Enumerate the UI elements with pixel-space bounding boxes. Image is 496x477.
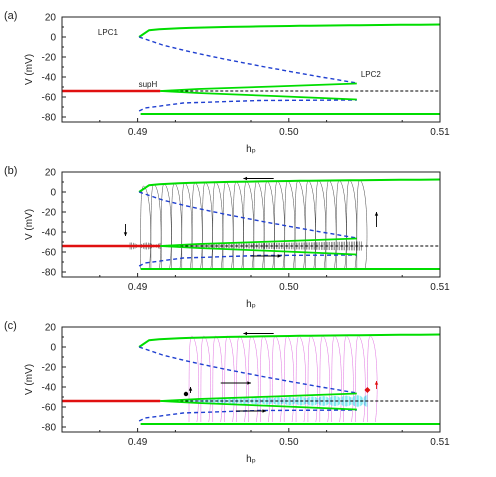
x-tick-label: 0.50 (279, 437, 299, 448)
x-axis-label: hₚ (246, 454, 256, 465)
marker-black-dot (183, 391, 189, 397)
x-tick-label: 0.49 (128, 282, 148, 293)
unstable-periodic-upper (138, 191, 357, 239)
panel-3: 0.49 0.50 0.51 20 0 -20 -40 -60 -80 (c) hₚ V (mV) (4, 320, 450, 465)
x-axis-label: hₚ (246, 299, 256, 310)
x-tick-label: 0.49 (128, 127, 148, 138)
unstable-periodic-lower (138, 409, 357, 422)
arrow-head (243, 331, 248, 336)
arrow-head (374, 212, 379, 216)
y-tick-label: 0 (50, 33, 56, 44)
stable-periodic-small-lower (160, 400, 357, 411)
x-tick-label: 0.51 (430, 282, 450, 293)
stable-periodic-small-upper (160, 392, 357, 402)
annotation-lpc2: LPC2 (361, 70, 382, 79)
y-axis-label: V (mV) (24, 54, 35, 85)
annotation-suph: supH (139, 80, 158, 89)
y-tick-label: -20 (42, 208, 57, 219)
stable-periodic-max (138, 178, 441, 193)
unstable-periodic-upper (138, 346, 357, 394)
unstable-periodic-lower (138, 254, 357, 267)
panel-2: 0.49 0.50 0.51 20 0 -20 -40 -60 -80 (b) hₚ V (mV) (4, 165, 450, 310)
x-tick-label: 0.50 (279, 127, 299, 138)
y-tick-label: 0 (50, 188, 56, 199)
y-tick-label: -60 (42, 248, 57, 259)
y-tick-label: -20 (42, 53, 57, 64)
x-tick-label: 0.49 (128, 437, 148, 448)
stable-periodic-small-upper (160, 237, 357, 247)
unstable-periodic-upper (138, 36, 357, 84)
plot-frame (61, 16, 441, 123)
arrow-head (374, 381, 379, 385)
arrow-head (247, 381, 251, 385)
y-tick-label: -60 (42, 403, 57, 414)
y-tick-label: 0 (50, 343, 56, 354)
y-tick-label: 20 (45, 168, 57, 179)
y-tick-label: -80 (42, 423, 57, 434)
annotation-lpc1: LPC1 (98, 28, 119, 37)
y-tick-label: -60 (42, 93, 57, 104)
y-tick-label: -80 (42, 268, 57, 279)
y-tick-label: -20 (42, 363, 57, 374)
x-tick-label: 0.50 (279, 282, 299, 293)
y-tick-label: -40 (42, 228, 57, 239)
stable-periodic-small-lower (160, 245, 357, 256)
arrow-head (262, 409, 267, 413)
y-tick-label: -80 (42, 113, 57, 124)
arrow-head (188, 387, 193, 391)
unstable-periodic-lower (138, 99, 357, 112)
plot-frame (61, 326, 441, 433)
panel-label: (c) (4, 320, 17, 332)
stable-periodic-max (138, 333, 441, 348)
x-tick-label: 0.51 (430, 437, 450, 448)
y-tick-label: 20 (45, 13, 57, 24)
x-tick-label: 0.51 (430, 127, 450, 138)
marker-red-diamond (364, 387, 371, 393)
plot-frame (61, 171, 441, 278)
stable-periodic-small-upper (160, 82, 357, 92)
panel-label: (b) (4, 165, 17, 177)
arrow-head (277, 254, 282, 258)
stable-periodic-max (138, 23, 441, 38)
y-axis-label: V (mV) (24, 364, 35, 395)
panel-label: (a) (4, 10, 17, 22)
y-tick-label: -40 (42, 383, 57, 394)
x-axis-label: hₚ (246, 144, 256, 155)
arrow-head (123, 232, 128, 236)
y-axis-label: V (mV) (24, 209, 35, 240)
y-tick-label: 20 (45, 323, 57, 334)
stable-periodic-small-lower (160, 90, 357, 101)
panel-1: 0.49 0.50 0.51 20 0 -20 -40 -60 -80 (a) hₚ V (mV) LP… (4, 10, 450, 155)
arrow-head (243, 176, 248, 181)
y-tick-label: -40 (42, 73, 57, 84)
